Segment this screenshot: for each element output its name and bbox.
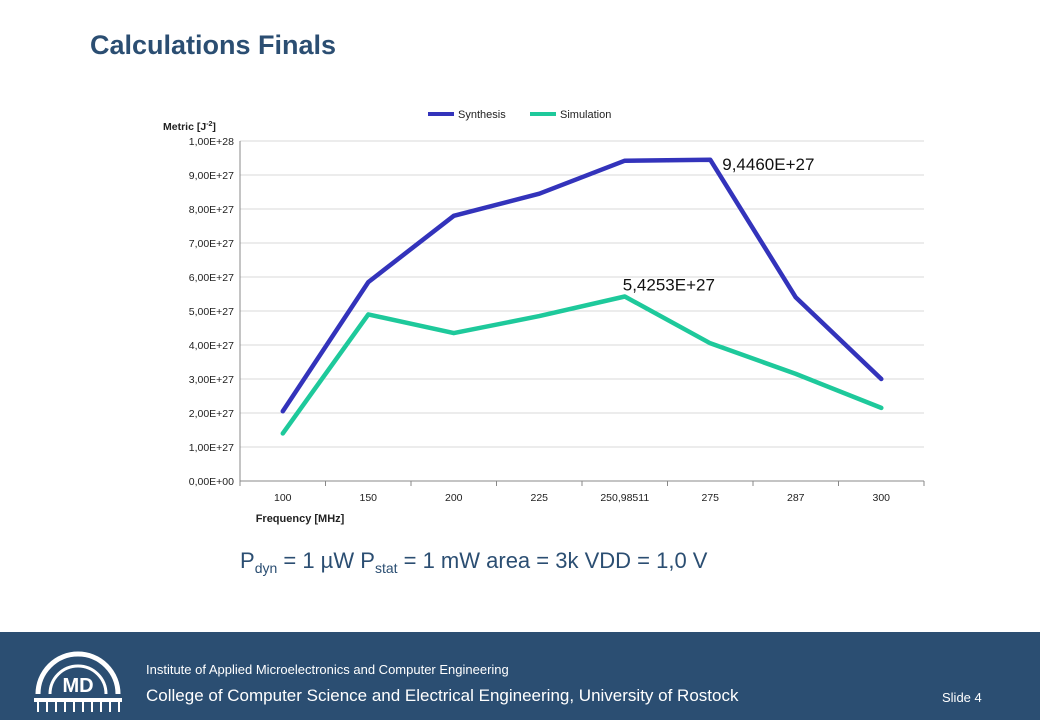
y-tick-label: 5,00E+27 <box>189 306 234 318</box>
x-axis-label: Frequency [MHz] <box>256 513 345 525</box>
x-tick-label: 275 <box>701 492 719 504</box>
y-tick-label: 2,00E+27 <box>189 408 234 420</box>
x-tick-label: 300 <box>872 492 890 504</box>
y-tick-label: 6,00E+27 <box>189 272 234 284</box>
slide-title: Calculations Finals <box>90 30 337 60</box>
parameters-caption: Pdyn = 1 µW Pstat = 1 mW area = 3k VDD =… <box>240 548 707 576</box>
legend-label-synthesis: Synthesis <box>458 109 506 121</box>
x-tick-label: 100 <box>274 492 292 504</box>
college-name: College of Computer Science and Electric… <box>146 686 739 705</box>
data-label: 9,4460E+27 <box>722 155 814 174</box>
x-tick-label: 287 <box>787 492 805 504</box>
series-line-synthesis <box>280 157 884 414</box>
p-dyn-subscript: dyn <box>254 560 278 576</box>
y-tick-label: 1,00E+27 <box>189 442 234 454</box>
p-dyn-value: = 1 µW <box>277 548 361 573</box>
p-stat-value: = 1 mW area = 3k VDD = 1,0 V <box>397 548 708 573</box>
institute-name: Institute of Applied Microelectronics an… <box>146 662 509 677</box>
series-line-simulation <box>280 294 884 436</box>
x-tick-label: 250,98511 <box>600 492 649 504</box>
y-tick-label: 4,00E+27 <box>189 340 234 352</box>
x-tick-label: 150 <box>359 492 377 504</box>
y-tick-label: 0,00E+00 <box>189 476 234 488</box>
footer-bar: MD Institute of Applied Microelectronics… <box>0 632 1040 720</box>
p-stat-symbol: P <box>360 548 375 573</box>
university-logo: MD <box>34 651 122 712</box>
y-tick-label: 9,00E+27 <box>189 170 234 182</box>
slide-number: Slide 4 <box>942 690 982 705</box>
y-tick-label: 7,00E+27 <box>189 238 234 250</box>
y-tick-label: 3,00E+27 <box>189 374 234 386</box>
y-tick-label: 1,00E+28 <box>189 136 234 148</box>
p-dyn-symbol: P <box>240 548 255 573</box>
logo-lettering: MD <box>62 675 93 697</box>
x-tick-label: 225 <box>530 492 548 504</box>
p-stat-subscript: stat <box>374 560 398 576</box>
y-axis-label: Metric [J-2] <box>163 121 216 133</box>
data-label: 5,4253E+27 <box>623 276 715 295</box>
x-tick-label: 200 <box>445 492 463 504</box>
line-chart: 0,00E+00 1,00E+27 2,00E+27 3,00E+27 4,00E+27… <box>163 109 925 525</box>
y-tick-label: 8,00E+27 <box>189 204 234 216</box>
legend-label-simulation: Simulation <box>560 109 611 121</box>
